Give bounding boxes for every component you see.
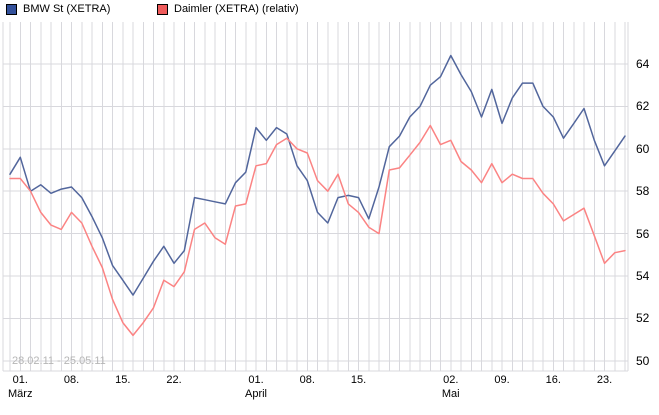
y-tick-label: 60 xyxy=(636,141,650,156)
y-axis: 64 62 60 58 56 54 52 50 xyxy=(636,0,659,415)
x-axis: 01. März 08. 15. 22. 01. April 08. 15. 02. Mai 09. 1… xyxy=(0,374,659,414)
y-tick-label: 50 xyxy=(636,353,650,368)
bmw-legend-swatch-icon xyxy=(6,3,17,15)
month-label: Mai xyxy=(441,388,460,400)
y-tick-label: 52 xyxy=(636,311,650,326)
y-tick-label: 54 xyxy=(636,269,650,283)
x-tick-label: 15. xyxy=(350,374,367,386)
x-tick-label: 16. xyxy=(545,374,561,386)
daimler-legend-swatch-icon xyxy=(157,3,168,15)
y-tick-label: 62 xyxy=(636,99,650,114)
date-range-watermark: 28.02.11 - 25.05.11 xyxy=(12,355,106,367)
series-line-daimler xyxy=(9,124,626,337)
x-tick-label: 08. xyxy=(63,374,80,386)
x-tick-label: 08. xyxy=(299,374,315,386)
legend-item-daimler[interactable]: Daimler (XETRA) (relativ) xyxy=(157,2,299,16)
y-tick-label: 58 xyxy=(636,184,650,199)
series-line-bmw xyxy=(9,54,626,296)
x-tick-label: 02. xyxy=(443,374,459,386)
x-tick-label: 23. xyxy=(596,374,613,386)
bmw-legend-label: BMW St (XETRA) xyxy=(23,3,111,15)
x-tick-label: 01. xyxy=(12,374,28,386)
x-tick-label: 01. xyxy=(248,374,264,386)
x-tick-label: 09. xyxy=(494,374,510,386)
month-label: März xyxy=(8,388,33,400)
legend-item-bmw[interactable]: BMW St (XETRA) xyxy=(6,2,110,16)
x-tick-label: 15. xyxy=(115,374,131,386)
y-tick-label: 64 xyxy=(636,57,650,71)
daimler-legend-label: Daimler (XETRA) (relativ) xyxy=(174,3,299,15)
y-tick-label: 56 xyxy=(636,226,650,241)
month-label: April xyxy=(244,388,268,400)
x-tick-label: 22. xyxy=(166,374,182,386)
